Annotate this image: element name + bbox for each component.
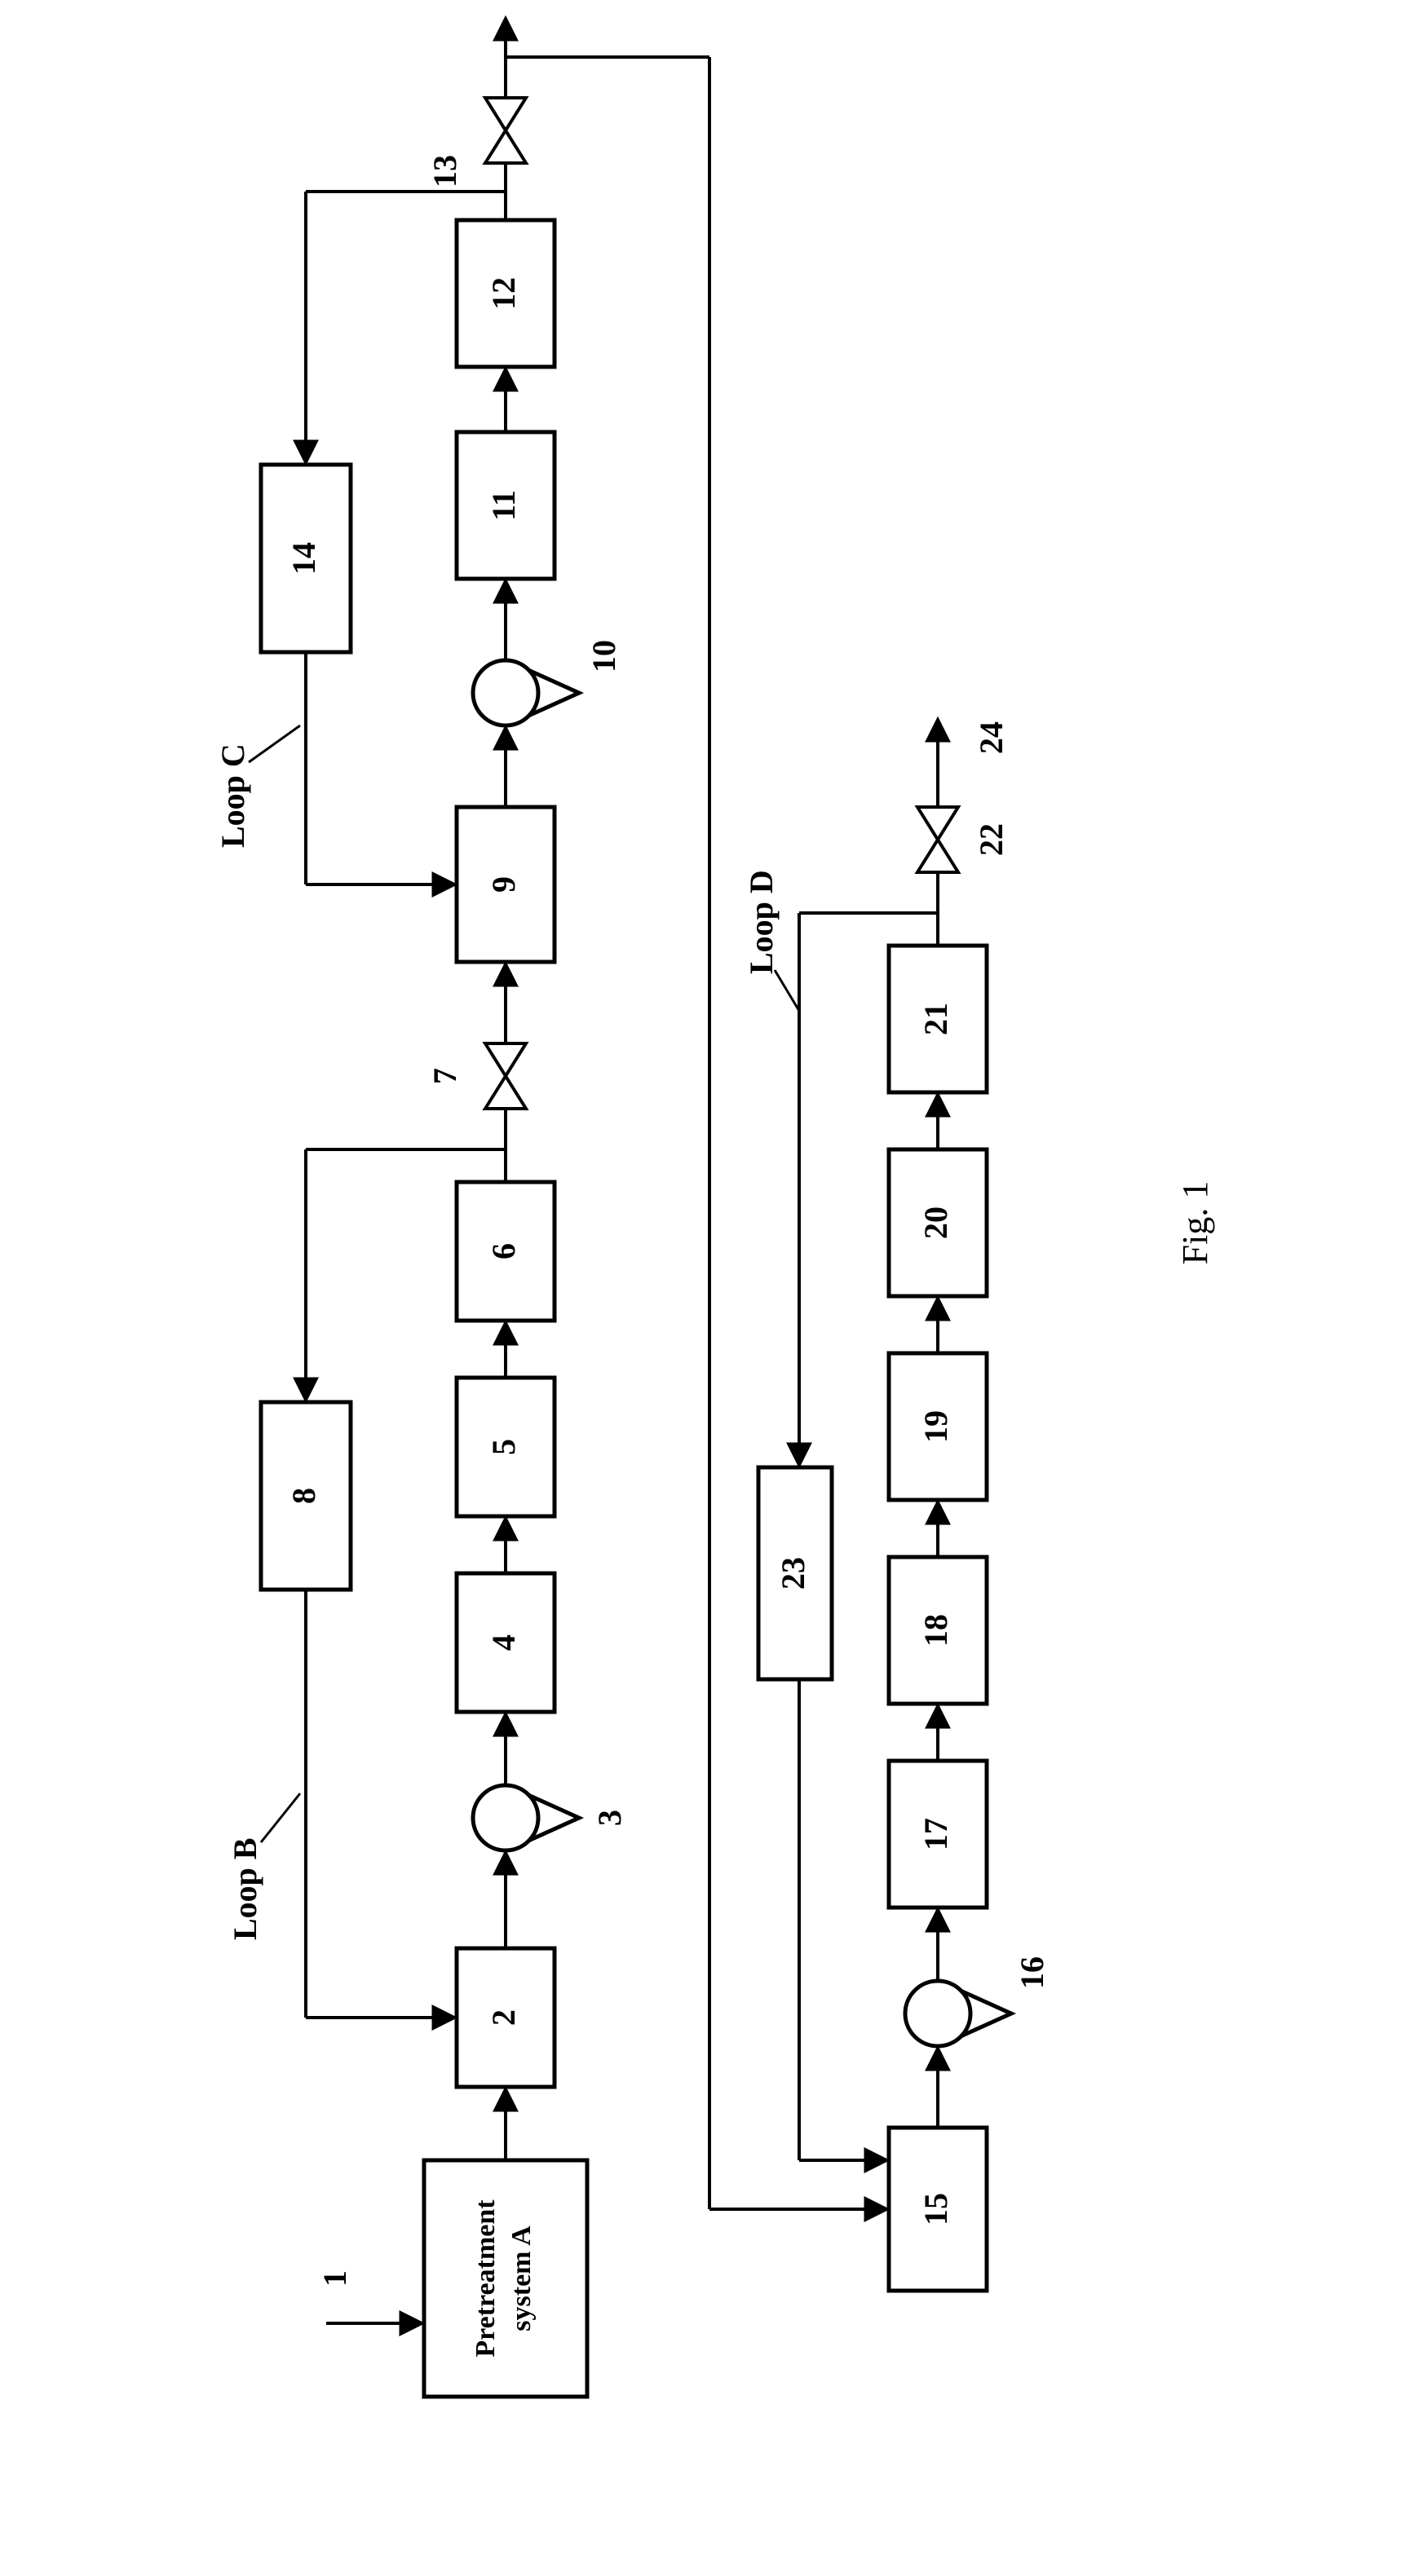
label-10: 10: [586, 640, 622, 673]
label-17: 17: [917, 1818, 954, 1850]
label-15: 15: [917, 2193, 954, 2225]
label-20: 20: [917, 1206, 954, 1239]
label-7: 7: [426, 1068, 463, 1084]
loop-c-pointer: [249, 726, 300, 762]
label-21: 21: [917, 1003, 954, 1035]
pretreatment-label1: Pretreatment: [471, 2199, 501, 2358]
label-2: 2: [485, 2009, 522, 2026]
valve-7: [485, 1043, 526, 1109]
label-11: 11: [485, 490, 522, 521]
label-6: 6: [485, 1243, 522, 1259]
loop-b-label: Loop B: [227, 1837, 263, 1940]
label-22: 22: [973, 823, 1010, 856]
label-5: 5: [485, 1439, 522, 1455]
label-4: 4: [485, 1634, 522, 1651]
label-13: 13: [426, 155, 463, 187]
loop-d-pointer: [775, 970, 799, 1011]
loop-b-pointer: [261, 1793, 300, 1842]
loop-d-label: Loop D: [743, 870, 780, 974]
label-8: 8: [285, 1488, 322, 1504]
label-12: 12: [485, 277, 522, 310]
loop-c-label: Loop C: [214, 743, 251, 848]
diagram-page: Pretreatment system A 1 2 3 4 5: [0, 0, 1423, 2576]
label-23: 23: [775, 1557, 811, 1590]
label-14: 14: [285, 542, 322, 575]
diagram-svg: Pretreatment system A 1 2 3 4 5: [0, 0, 1423, 2576]
label-3: 3: [591, 1810, 628, 1826]
pump-3: [473, 1785, 579, 1850]
figure-caption: Fig. 1: [1175, 1181, 1215, 1265]
pump-16: [905, 1981, 1011, 2046]
valve-13: [485, 98, 526, 163]
label-16: 16: [1014, 1956, 1050, 1989]
pretreatment-label2: system A: [506, 2225, 537, 2331]
label-19: 19: [917, 1410, 954, 1443]
label-9: 9: [485, 876, 522, 893]
label-18: 18: [917, 1614, 954, 1647]
pump-10: [473, 660, 579, 726]
label-24: 24: [973, 721, 1010, 754]
label-1: 1: [316, 2270, 353, 2287]
valve-22: [917, 807, 958, 872]
